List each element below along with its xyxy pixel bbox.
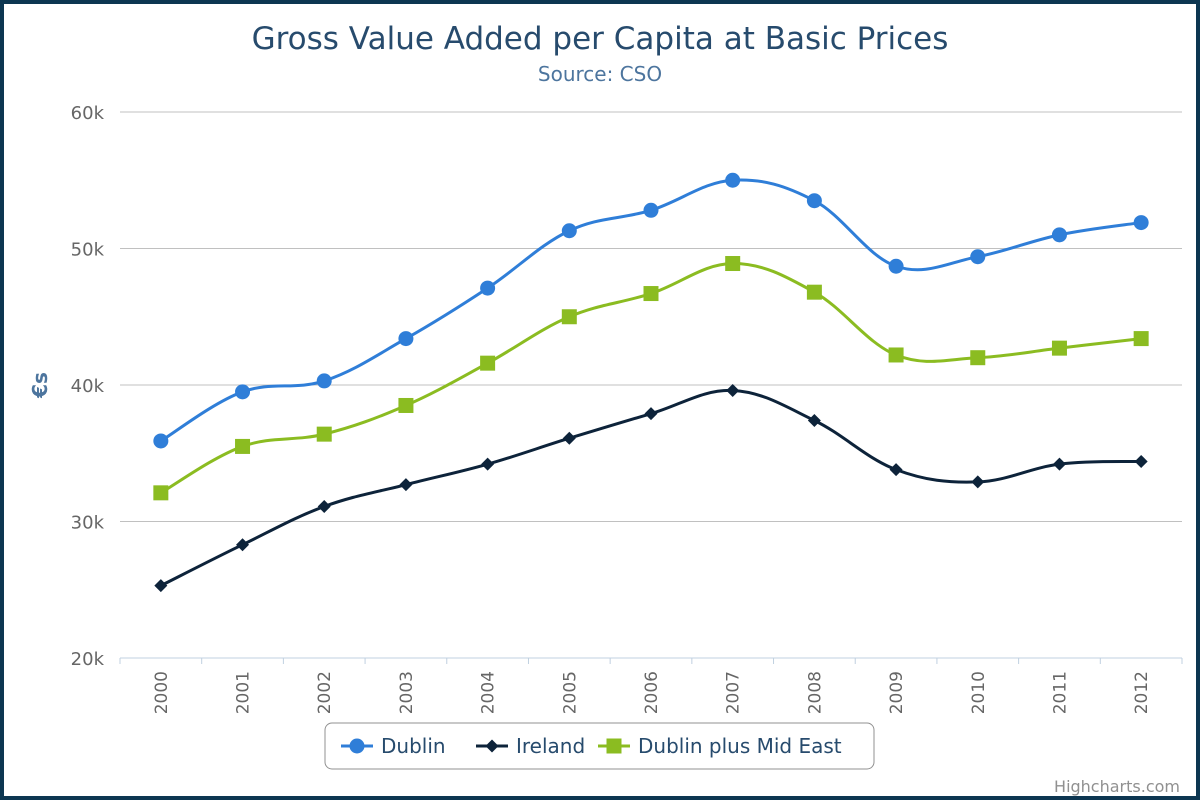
series-dublin [153,172,1149,449]
y-tick-label: 60k [71,103,105,124]
chart-subtitle: Source: CSO [538,62,662,86]
data-point[interactable] [235,438,251,454]
series-line [160,178,1142,443]
series-ireland [154,383,1148,593]
y-tick-label: 50k [71,240,105,261]
data-point[interactable] [970,249,986,265]
data-point[interactable] [643,286,659,302]
data-point[interactable] [644,407,658,421]
data-point[interactable] [480,355,496,371]
x-tick-label: 2009 [887,671,907,714]
x-tick-label: 2002 [315,671,335,714]
data-point[interactable] [1134,454,1148,468]
data-point[interactable] [481,457,495,471]
data-point[interactable] [971,475,985,489]
credits-link[interactable]: Highcharts.com [1054,777,1180,796]
x-tick-label: 2004 [479,671,499,714]
data-point[interactable] [154,579,168,593]
data-point[interactable] [316,426,332,442]
plot-series [153,172,1149,593]
x-tick-label: 2012 [1132,671,1152,714]
y-tick-label: 30k [71,513,105,534]
data-point[interactable] [1133,331,1149,347]
legend-marker[interactable] [606,738,622,754]
chart-title: Gross Value Added per Capita at Basic Pr… [252,21,949,57]
data-point[interactable] [235,384,251,400]
data-point[interactable] [643,202,659,218]
data-point[interactable] [317,499,331,513]
x-tick-label: 2010 [969,671,989,714]
data-point[interactable] [726,383,740,397]
legend-label: Dublin plus Mid East [638,734,842,758]
data-point[interactable] [806,193,822,209]
x-tick-label: 2000 [152,671,172,714]
data-point[interactable] [1052,457,1066,471]
data-point[interactable] [561,309,577,325]
data-point[interactable] [236,538,250,552]
x-tick-label: 2011 [1050,671,1070,714]
x-tick-label: 2001 [234,671,254,714]
x-tick-label: 2008 [805,671,825,714]
y-tick-label: 20k [71,649,105,670]
legend-marker[interactable] [485,739,499,753]
x-tick-label: 2003 [397,671,417,714]
y-tick-label: 40k [71,376,105,397]
legend-marker[interactable] [349,738,365,754]
data-point[interactable] [480,280,496,296]
data-point[interactable] [1051,340,1067,356]
data-point[interactable] [561,223,577,239]
legend[interactable]: Dublin Ireland Dublin plus Mid East [324,722,875,770]
data-point[interactable] [888,258,904,274]
data-point[interactable] [806,284,822,300]
data-point[interactable] [888,347,904,363]
y-axis-title: €s [28,372,52,399]
data-point[interactable] [725,256,741,272]
series-dublin-plus-mid-east [153,256,1149,501]
legend-label: Ireland [516,734,585,758]
data-point[interactable] [398,397,414,413]
data-point[interactable] [153,485,169,501]
data-point[interactable] [562,431,576,445]
data-point[interactable] [970,350,986,366]
data-point[interactable] [889,463,903,477]
legend-item[interactable]: Dublin [341,734,446,758]
x-tick-label: 2005 [560,671,580,714]
data-point[interactable] [399,478,413,492]
legend-item[interactable]: Ireland [476,734,585,758]
legend-label: Dublin [381,734,446,758]
data-point[interactable] [153,433,169,449]
x-tick-label: 2007 [724,671,744,714]
data-point[interactable] [1051,227,1067,243]
x-axis: 2000 2001 2002 2003 2004 2005 2006 2007 2008 2009… [119,657,1183,714]
x-tick-label: 2006 [642,671,662,714]
legend-item[interactable]: Dublin plus Mid East [598,734,842,758]
data-point[interactable] [725,172,741,188]
data-point[interactable] [398,331,414,347]
data-point[interactable] [807,413,821,427]
data-point[interactable] [1133,215,1149,231]
data-point[interactable] [316,373,332,389]
